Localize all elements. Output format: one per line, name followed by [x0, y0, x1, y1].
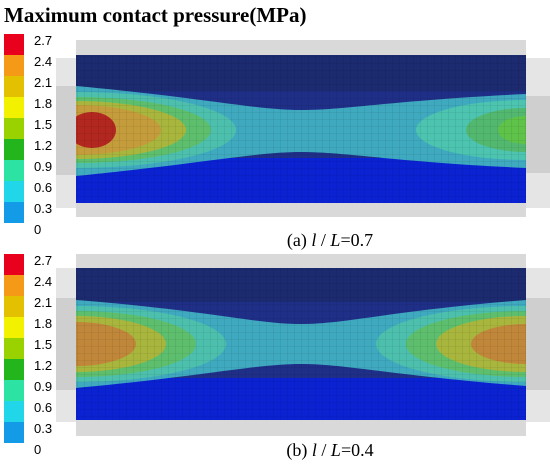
caption-b: (b) l / L=0.4: [286, 440, 374, 460]
legend-swatch: [4, 202, 24, 223]
legend-tick: 0: [34, 222, 42, 237]
legend-tick: 1.5: [34, 117, 53, 132]
legend-swatch: [4, 338, 24, 359]
legend-swatch: [4, 181, 24, 202]
legend-swatch: [4, 118, 24, 139]
legend-tick: 2.4: [34, 274, 53, 289]
legend-tick: 2.7: [34, 253, 53, 268]
legend-tick: 1.8: [34, 96, 53, 111]
legend-swatch: [4, 76, 24, 97]
legend-swatch: [4, 254, 24, 275]
legend-tick: 2.1: [34, 295, 53, 310]
legend-tick: 2.7: [34, 33, 53, 48]
legend-swatch: [4, 55, 24, 76]
legend-tick: 1.8: [34, 316, 53, 331]
legend-tick: 0.3: [34, 201, 53, 216]
legend-swatch: [4, 34, 24, 55]
caption-a: (a) l / L=0.7: [286, 230, 374, 250]
mesh-grid: [76, 268, 526, 420]
legend-swatch: [4, 380, 24, 401]
legend-tick: 1.2: [34, 138, 53, 153]
legend-tick: 0.6: [34, 180, 53, 195]
legend-tick: 2.1: [34, 75, 53, 90]
contour-plot-a: [56, 40, 550, 217]
legend-tick: 1.5: [34, 337, 53, 352]
legend-tick: 2.4: [34, 54, 53, 69]
legend-swatch: [4, 401, 24, 422]
legend-tick: 1.2: [34, 358, 53, 373]
mesh-grid: [76, 55, 526, 203]
legend-swatch: [4, 139, 24, 160]
figure-title: Maximum contact pressure(MPa): [4, 3, 307, 27]
legend-tick: 0.9: [34, 159, 53, 174]
legend-swatch: [4, 359, 24, 380]
legend-swatch: [4, 317, 24, 338]
legend-swatch: [4, 422, 24, 443]
legend-tick: 0.6: [34, 400, 53, 415]
panel-b: 2.7 2.4 2.1 1.8 1.5 1.2 0.9 0.6 0.3 0: [0, 248, 550, 463]
legend-tick: 0.3: [34, 421, 53, 436]
legend-tick: 0: [34, 442, 42, 457]
legend-swatch: [4, 160, 24, 181]
legend-swatch: [4, 296, 24, 317]
legend-swatch: [4, 97, 24, 118]
panel-a: 2.7 2.4 2.1 1.8 1.5 1.2 0.9 0.6 0.3 0: [0, 28, 550, 250]
contour-plot-b: [56, 254, 550, 436]
legend-swatch: [4, 275, 24, 296]
legend-tick: 0.9: [34, 379, 53, 394]
